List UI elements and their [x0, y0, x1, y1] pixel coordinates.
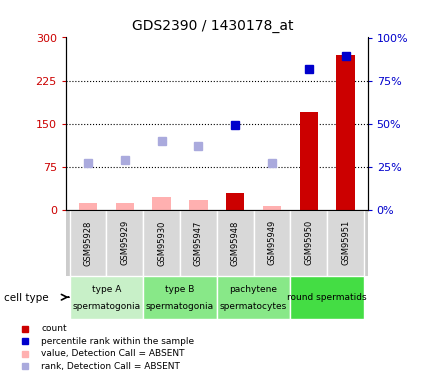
Text: percentile rank within the sample: percentile rank within the sample: [41, 336, 194, 345]
Bar: [143, 276, 217, 319]
Text: rank, Detection Call = ABSENT: rank, Detection Call = ABSENT: [41, 362, 180, 370]
Bar: [116, 203, 134, 210]
Text: spermatocytes: spermatocytes: [220, 302, 287, 311]
Bar: [217, 210, 254, 276]
Bar: [336, 55, 355, 210]
Text: count: count: [41, 324, 67, 333]
Text: type A: type A: [92, 285, 121, 294]
Text: type B: type B: [165, 285, 195, 294]
Text: round spermatids: round spermatids: [287, 292, 367, 302]
Bar: [290, 276, 364, 319]
Text: GSM95928: GSM95928: [83, 220, 93, 266]
Text: GSM95930: GSM95930: [157, 220, 166, 266]
Bar: [143, 210, 180, 276]
Bar: [180, 210, 217, 276]
Text: GSM95951: GSM95951: [341, 220, 350, 266]
Bar: [254, 210, 290, 276]
Text: spermatogonia: spermatogonia: [72, 302, 140, 311]
Bar: [217, 276, 290, 319]
Bar: [300, 112, 318, 210]
Text: GDS2390 / 1430178_at: GDS2390 / 1430178_at: [132, 19, 293, 33]
Bar: [189, 200, 207, 210]
Bar: [327, 210, 364, 276]
Bar: [152, 197, 171, 210]
Text: pachytene: pachytene: [230, 285, 278, 294]
Text: spermatogonia: spermatogonia: [146, 302, 214, 311]
Text: value, Detection Call = ABSENT: value, Detection Call = ABSENT: [41, 349, 184, 358]
Bar: [290, 210, 327, 276]
Text: GSM95947: GSM95947: [194, 220, 203, 266]
Text: GSM95948: GSM95948: [231, 220, 240, 266]
Text: GSM95929: GSM95929: [120, 220, 129, 266]
Bar: [79, 203, 97, 210]
Bar: [226, 193, 244, 210]
Text: cell type: cell type: [4, 293, 49, 303]
Bar: [106, 210, 143, 276]
Bar: [70, 210, 106, 276]
Bar: [70, 276, 143, 319]
Text: GSM95949: GSM95949: [267, 220, 276, 266]
Text: GSM95950: GSM95950: [304, 220, 313, 266]
Bar: [263, 206, 281, 210]
